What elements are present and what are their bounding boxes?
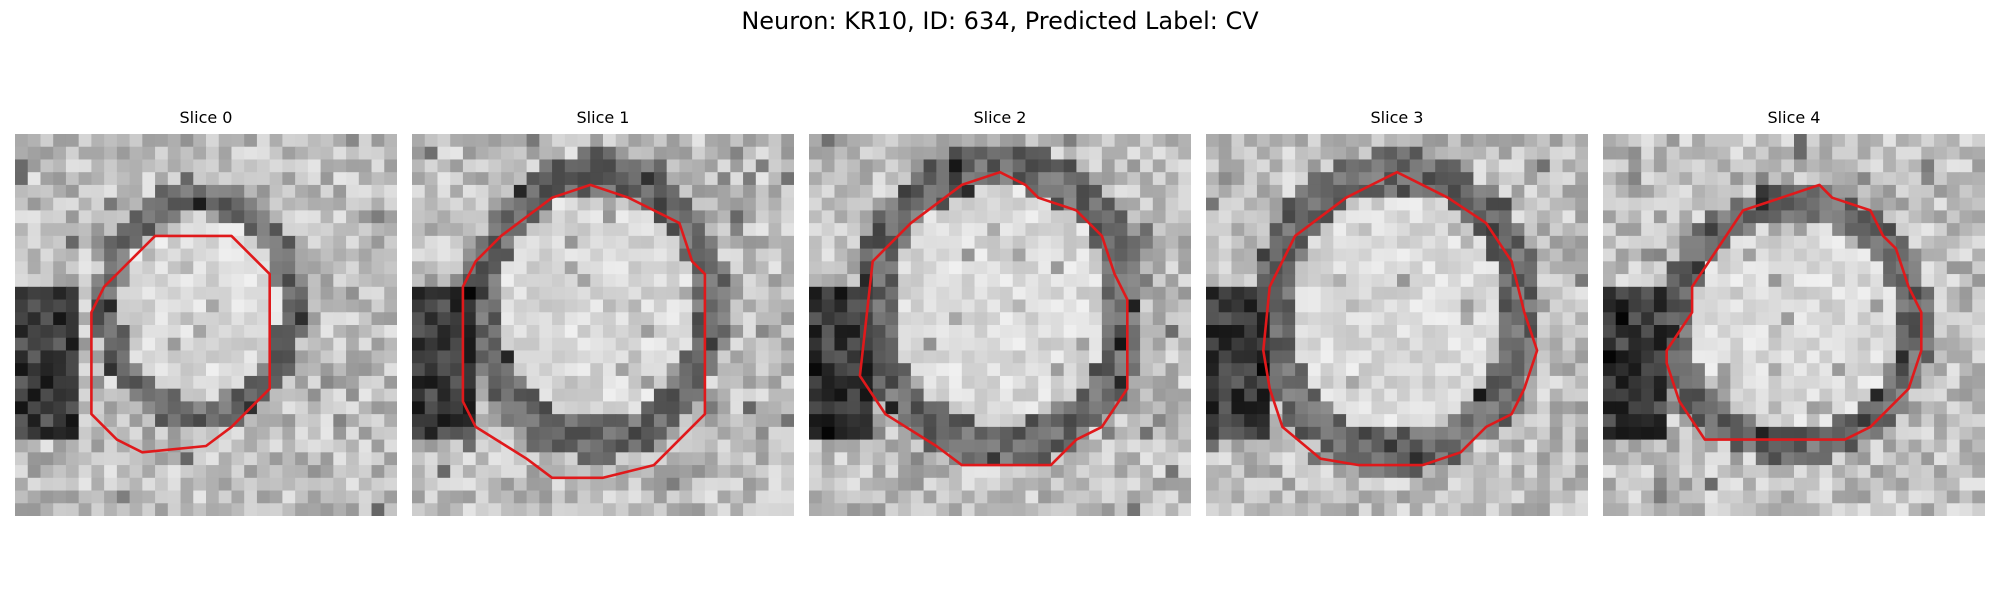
slice-title-1: Slice 1 bbox=[576, 108, 630, 127]
slice-svg-4 bbox=[1603, 134, 1985, 516]
slice-title-0: Slice 0 bbox=[179, 108, 233, 127]
slice-title-3: Slice 3 bbox=[1370, 108, 1424, 127]
slice-image-1 bbox=[412, 134, 794, 516]
slice-svg-2 bbox=[809, 134, 1191, 516]
figure-title: Neuron: KR10, ID: 634, Predicted Label: … bbox=[741, 7, 1259, 35]
pixel-grid bbox=[15, 134, 397, 516]
slice-image-0 bbox=[15, 134, 397, 516]
segmentation-contour-3 bbox=[1261, 170, 1539, 467]
segmentation-contour-1 bbox=[461, 183, 707, 480]
slice-svg-1 bbox=[412, 134, 794, 516]
pixel-grid bbox=[1206, 134, 1588, 516]
slice-title-2: Slice 2 bbox=[973, 108, 1027, 127]
slice-image-2 bbox=[809, 134, 1191, 516]
pixel-grid bbox=[1603, 134, 1985, 516]
slice-image-4 bbox=[1603, 134, 1985, 516]
slice-title-4: Slice 4 bbox=[1767, 108, 1821, 127]
slice-svg-3 bbox=[1206, 134, 1588, 516]
segmentation-contour-2 bbox=[858, 170, 1129, 467]
slice-image-3 bbox=[1206, 134, 1588, 516]
segmentation-contour-0 bbox=[90, 234, 271, 454]
segmentation-contour-4 bbox=[1665, 183, 1923, 441]
slice-svg-0 bbox=[15, 134, 397, 516]
pixel-grid bbox=[412, 134, 794, 516]
pixel-grid bbox=[809, 134, 1191, 516]
